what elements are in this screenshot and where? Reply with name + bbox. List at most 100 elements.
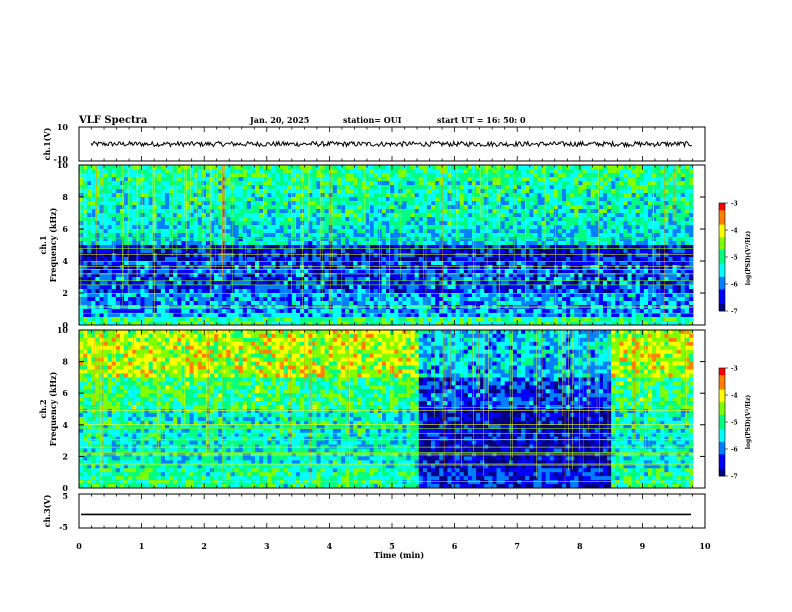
spectrogram-cell: [275, 253, 280, 258]
spectrogram-cell: [562, 193, 567, 198]
spectrogram-cell: [103, 229, 109, 234]
spectrogram-cell: [234, 185, 240, 190]
spectrogram-cell: [373, 221, 379, 226]
spectrogram-cell: [201, 277, 207, 282]
spectrogram-cell: [484, 293, 489, 298]
spectrogram-cell: [189, 177, 195, 182]
spectrogram-cell: [246, 233, 252, 238]
spectrogram-cell: [426, 269, 432, 274]
spectrogram-cell: [676, 209, 682, 214]
spectrogram-cell: [148, 209, 154, 214]
spectrogram-cell: [336, 209, 342, 214]
spectrogram-cell: [107, 297, 113, 302]
spectrogram-cell: [545, 189, 551, 194]
spectrogram-cell: [214, 169, 219, 174]
spectrogram-cell: [684, 253, 690, 258]
spectrogram-cell: [353, 289, 358, 294]
spectrogram-cell: [95, 273, 100, 278]
spectrogram-cell: [435, 169, 440, 174]
spectrogram-cell: [406, 197, 411, 202]
spectrogram-cell: [668, 293, 673, 298]
spectrogram-cell: [164, 265, 170, 270]
spectrogram-cell: [582, 281, 587, 286]
spectrogram-cell: [521, 281, 526, 286]
spectrogram-cell: [226, 173, 231, 178]
spectrogram-cell: [602, 261, 608, 266]
spectrogram-cell: [578, 169, 583, 174]
spectrogram-cell: [582, 241, 587, 246]
spectrogram-cell: [132, 177, 137, 182]
spectrogram-cell: [124, 217, 129, 222]
spectrogram-cell: [627, 269, 632, 274]
spectrogram-cell: [361, 205, 366, 210]
spectrogram-cell: [439, 185, 444, 190]
spectrogram-cell: [639, 169, 645, 174]
spectrogram-cell: [467, 269, 473, 274]
spectrogram-cell: [308, 221, 313, 226]
spectrogram-cell: [668, 281, 673, 286]
spectrogram-cell: [500, 289, 506, 294]
spectrogram-cell: [496, 197, 502, 202]
spectrogram-cell: [578, 209, 583, 214]
spectrogram-cell: [357, 177, 362, 182]
spectrogram-cell: [218, 253, 223, 258]
spectrogram-cell: [79, 241, 84, 246]
spectrogram-cell: [95, 261, 100, 266]
spectrogram-cell: [295, 261, 301, 266]
spectrogram-cell: [484, 213, 489, 218]
spectrogram-cell: [664, 185, 669, 190]
spectrogram-cell: [177, 193, 182, 198]
spectrogram-cell: [652, 221, 657, 226]
spectrogram-cell: [426, 205, 432, 210]
spectrogram-cell: [504, 185, 510, 190]
spectrogram-cell: [435, 213, 440, 218]
spectrogram-cell: [647, 285, 653, 290]
spectrogram-cell: [226, 229, 231, 234]
spectrogram-cell: [275, 193, 280, 198]
spectrogram-cell: [250, 285, 256, 290]
spectrogram-cell: [340, 225, 346, 230]
spectrogram-cell: [156, 221, 162, 226]
spectrogram-cell: [209, 229, 215, 234]
spectrogram-cell: [304, 217, 309, 222]
spectrogram-cell: [316, 285, 321, 290]
spectrogram-cell: [537, 257, 542, 262]
spectrogram-cell: [308, 245, 313, 250]
spectrogram-cell: [291, 249, 297, 254]
spectrogram-cell: [173, 289, 178, 294]
spectrogram-cell: [332, 229, 338, 234]
spectrogram-cell: [271, 273, 276, 278]
spectrogram-cell: [160, 249, 166, 254]
spectrogram-cell: [574, 209, 579, 214]
spectrogram-cell: [680, 265, 686, 270]
spectrogram-cell: [209, 253, 215, 258]
spectrogram-cell: [623, 253, 628, 258]
spectrogram-cell: [259, 169, 264, 174]
spectrogram-cell: [295, 253, 301, 258]
spectrogram-cell: [205, 269, 211, 274]
spectrogram-cell: [480, 165, 485, 170]
spectrogram-cell: [615, 249, 620, 254]
spectrogram-cell: [381, 269, 387, 274]
spectrogram-cell: [160, 181, 166, 186]
spectrogram-cell: [369, 185, 375, 190]
spectrogram-cell: [177, 189, 182, 194]
spectrogram-cell: [435, 281, 440, 286]
spectrogram-cell: [471, 213, 477, 218]
spectrogram-cell: [345, 169, 350, 174]
spectrogram-cell: [533, 293, 538, 298]
spectrogram-cell: [189, 225, 195, 230]
spectrogram-cell: [529, 249, 534, 254]
spectrogram-cell: [439, 189, 444, 194]
spectrogram-cell: [566, 229, 571, 234]
spectrogram-cell: [439, 181, 444, 186]
spectrogram-cell: [582, 197, 587, 202]
spectrogram-cell: [431, 281, 436, 286]
spectrogram-cell: [578, 205, 583, 210]
spectrogram-cell: [279, 229, 285, 234]
spectrogram-cell: [553, 221, 559, 226]
spectrogram-cell: [353, 261, 358, 266]
spectrogram-cell: [242, 205, 248, 210]
spectrogram-cell: [357, 173, 362, 178]
spectrogram-cell: [525, 165, 530, 170]
